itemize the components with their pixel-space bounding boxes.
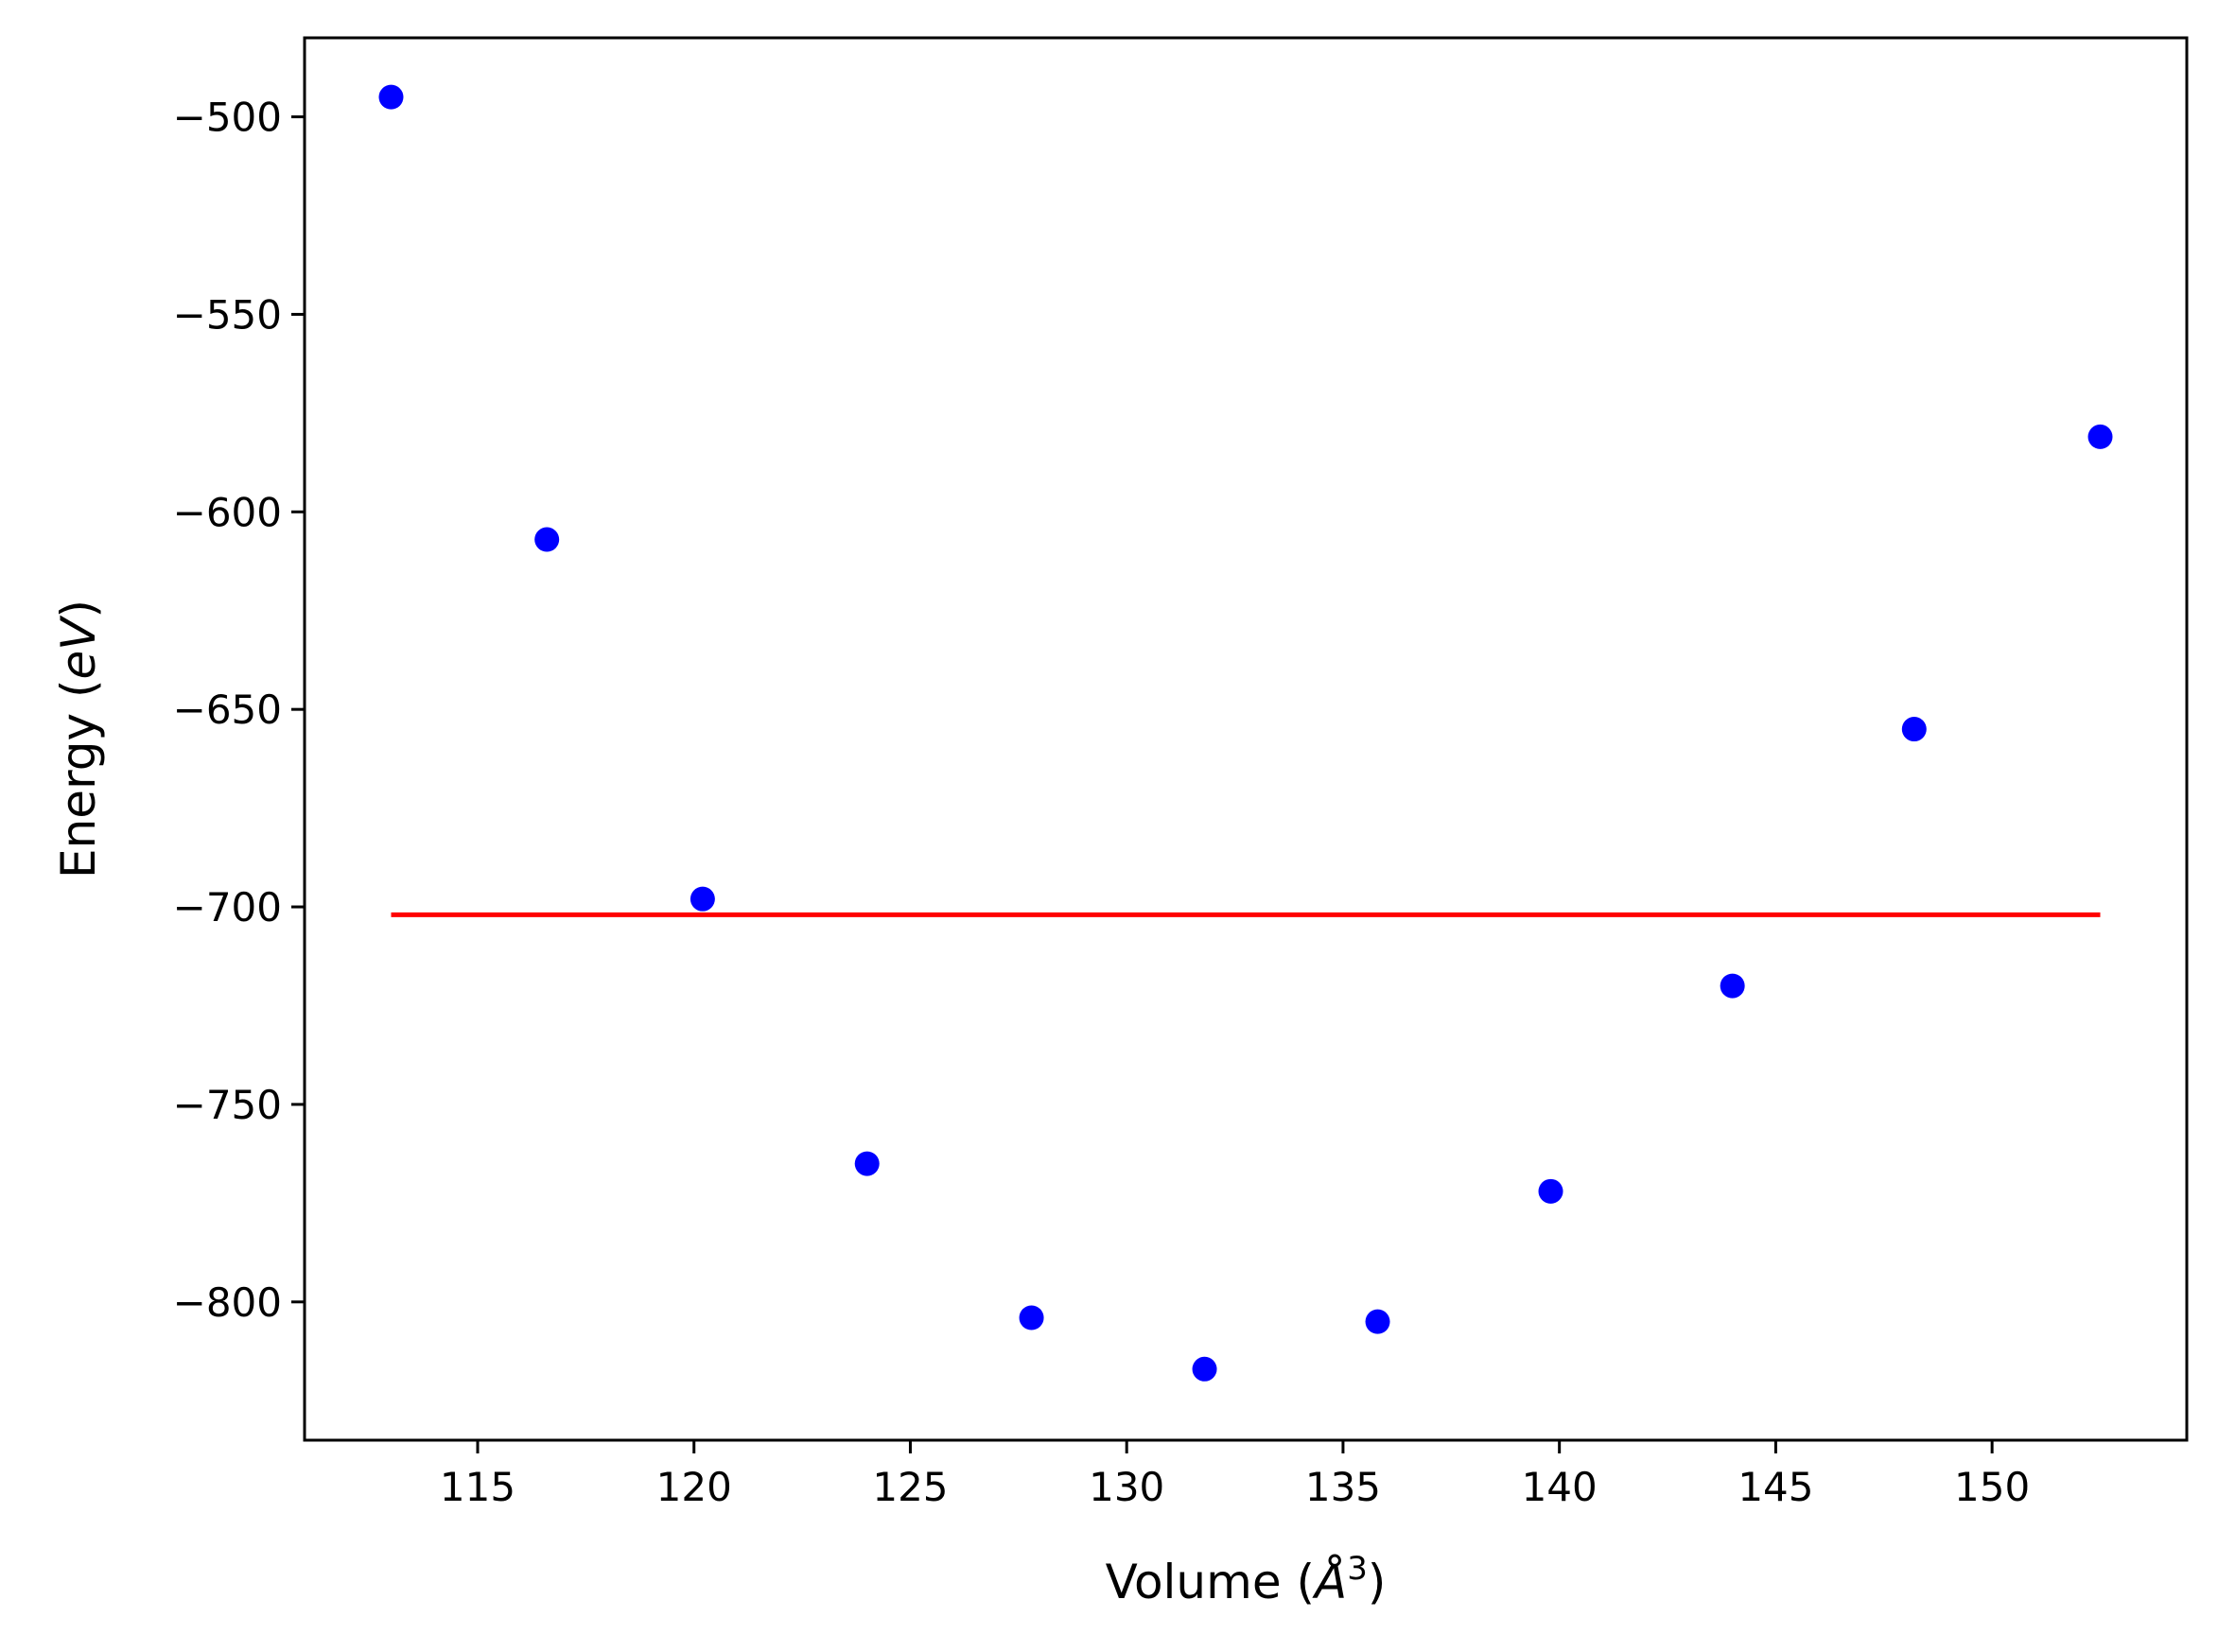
y-tick-label: −550: [173, 291, 282, 338]
x-axis: 115 120 125 130 135 140 145 150: [440, 1440, 2030, 1510]
x-tick-label: 115: [440, 1464, 515, 1510]
y-tick-label: −750: [173, 1082, 282, 1128]
plot-frame: [303, 36, 2189, 1442]
y-tick-label: −700: [173, 884, 282, 930]
y-tick-label: −800: [173, 1279, 282, 1326]
data-point: [1019, 1305, 1044, 1330]
x-tick-label: 145: [1738, 1464, 1813, 1510]
data-point: [1192, 1356, 1217, 1382]
x-tick-label: 150: [1954, 1464, 2030, 1510]
data-point: [1720, 973, 1745, 999]
x-tick-label: 130: [1089, 1464, 1164, 1510]
x-tick-label: 125: [872, 1464, 948, 1510]
data-point: [2087, 424, 2113, 449]
x-tick-label: 120: [656, 1464, 732, 1510]
x-axis-label: Volume (Å3): [1106, 1550, 1387, 1609]
y-tick-label: −650: [173, 687, 282, 733]
data-point: [690, 886, 715, 912]
y-tick-label: −500: [173, 95, 282, 141]
data-point: [1538, 1178, 1563, 1204]
data-point: [378, 84, 404, 110]
data-point: [1901, 717, 1927, 742]
y-tick-label: −600: [173, 489, 282, 535]
data-point: [1365, 1309, 1390, 1334]
y-axis: −500 −550 −600 −650 −700 −750 −800: [173, 95, 305, 1326]
data-point: [854, 1151, 880, 1176]
y-axis-label: Energy (eV): [51, 600, 106, 878]
plot-area: [378, 84, 2113, 1382]
data-point: [534, 527, 560, 552]
x-tick-label: 140: [1522, 1464, 1598, 1510]
x-tick-label: 135: [1305, 1464, 1381, 1510]
